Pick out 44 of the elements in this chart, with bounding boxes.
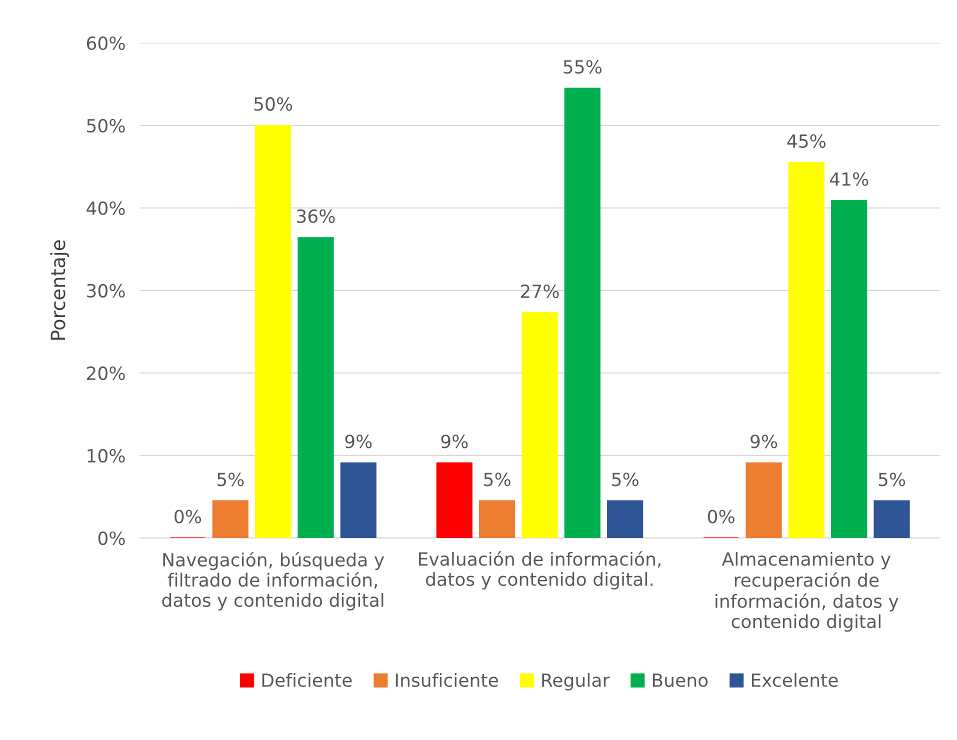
- data-label: 41%: [830, 172, 868, 186]
- data-label: 9%: [345, 434, 372, 448]
- x-tick-label: Evaluación de información, datos y contenido digital.: [419, 551, 660, 590]
- data-label: 5%: [484, 472, 510, 486]
- y-tick-label: 50%: [87, 118, 125, 133]
- bar: [255, 124, 292, 538]
- bar: [212, 500, 248, 538]
- bar: [340, 462, 376, 538]
- data-label: 36%: [297, 209, 335, 224]
- x-tick-label: Almacenamiento y recuperación de información, datos y contenido digital: [716, 552, 898, 632]
- data-label: 45%: [787, 134, 826, 148]
- legend-label: Insuficiente: [396, 673, 498, 688]
- legend-label: Regular: [542, 673, 610, 691]
- bar: [831, 200, 868, 538]
- data-label: 0%: [708, 510, 734, 524]
- x-tick-label: Navegación, búsqueda y filtrado de información, datos y contenido digital: [162, 552, 384, 610]
- data-label: 5%: [878, 472, 906, 486]
- data-label: 55%: [564, 60, 602, 74]
- data-label: 9%: [750, 434, 778, 448]
- bar: [436, 462, 472, 538]
- bar: [564, 88, 600, 538]
- y-tick-label: 0%: [98, 531, 125, 546]
- data-label: 9%: [441, 434, 468, 448]
- bar: [522, 312, 558, 538]
- data-label: 0%: [174, 510, 202, 524]
- y-tick-label: 30%: [87, 284, 125, 298]
- y-axis-title: Porcentaje: [50, 240, 70, 340]
- data-label: 5%: [612, 472, 638, 486]
- bar: [479, 500, 516, 538]
- bar: [874, 500, 910, 538]
- legend-label: Bueno: [652, 674, 708, 688]
- data-label: 5%: [217, 472, 244, 486]
- y-tick-label: 60%: [86, 36, 125, 50]
- legend-label: Deficiente: [262, 673, 352, 688]
- bar: [607, 500, 644, 538]
- y-tick-label: 10%: [88, 448, 125, 463]
- bar: [746, 462, 782, 538]
- bar: [788, 162, 824, 538]
- bar: [298, 237, 334, 538]
- data-label: 27%: [521, 284, 559, 298]
- data-label: 50%: [254, 97, 292, 111]
- legend-label: Excelente: [752, 673, 838, 688]
- y-tick-label: 40%: [86, 201, 125, 216]
- y-tick-label: 20%: [87, 366, 125, 380]
